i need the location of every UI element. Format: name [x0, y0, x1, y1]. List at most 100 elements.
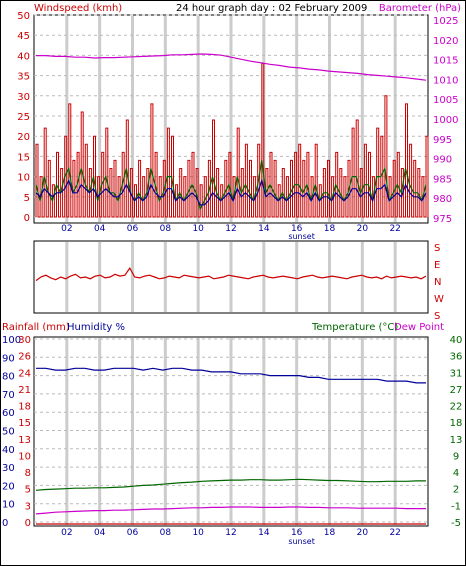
rain-axis-label: Rainfall (mm) [2, 322, 70, 333]
x-tick-label: 22 [389, 528, 400, 538]
x-tick-label: 20 [357, 528, 369, 538]
temp-tick: -5 [451, 518, 461, 529]
rain-tick: 3 [25, 501, 31, 512]
baro-ticks: 975 980 985 990 995 1000 1005 1010 1015 1020 1025 [433, 16, 458, 225]
rain-tick: 21 [18, 385, 31, 396]
baro-tick: 990 [433, 155, 452, 166]
x-tick-label: 14 [258, 528, 270, 538]
humidity-tick: 40 [2, 445, 15, 456]
temp-axis-label: Temperature (°C) [311, 322, 398, 333]
wind-axis-label: Windspeed (kmh) [34, 3, 122, 14]
baro-tick: 1000 [433, 115, 458, 126]
humidity-tick: 70 [2, 390, 15, 401]
baro-tick: 1025 [433, 16, 458, 27]
x-tick-label: 08 [160, 224, 172, 234]
wind-tick: 45 [17, 31, 30, 42]
climate-x-ticks: 02 04 06 08 10 12 14 16 18 20 22 sunset [61, 528, 401, 546]
baro-tick: 985 [433, 174, 452, 185]
direction-tick: S [434, 243, 440, 254]
dew-axis-label: Dew Point [394, 322, 444, 333]
x-tick-label: 14 [258, 224, 270, 234]
temperature-series-line [35, 478, 426, 491]
temp-tick: -1 [451, 501, 461, 512]
rain-tick: 26 [18, 352, 31, 363]
x-tick-label: 02 [61, 224, 72, 234]
wind-tick: 20 [17, 132, 30, 143]
gust-series [35, 63, 429, 218]
climate-series [35, 367, 426, 525]
x-tick-label: 16 [291, 528, 303, 538]
wind-tick: 30 [17, 92, 30, 103]
temp-tick: 4 [453, 468, 459, 479]
x-tick-label: 18 [324, 224, 336, 234]
baro-axis-label: Barometer (hPa) [379, 3, 461, 14]
avg-series-line [35, 178, 427, 206]
sunset-label: sunset [288, 537, 315, 546]
baro-tick: 980 [433, 194, 452, 205]
temp-tick: 9 [453, 451, 459, 462]
x-tick-label: 06 [127, 528, 139, 538]
humidity-axis-label: Humidity % [67, 322, 125, 333]
wind-tick: 35 [17, 72, 30, 83]
baro-tick: 1010 [433, 75, 458, 86]
rain-tick: 8 [25, 468, 31, 479]
wind-tick: 5 [24, 193, 30, 204]
wind-ticks: 0 5 10 15 20 25 30 35 40 45 50 [17, 11, 30, 224]
baro-series-line [36, 53, 427, 81]
sunset-label: sunset [288, 232, 315, 241]
direction-series [35, 266, 427, 282]
direction-tick: N [434, 277, 441, 288]
baro-tick: 1020 [433, 36, 458, 47]
rain-tick: 13 [18, 435, 31, 446]
wind-series [35, 53, 429, 218]
baro-tick: 975 [433, 214, 452, 225]
x-tick-label: 02 [61, 528, 72, 538]
temp-tick: 22 [450, 402, 463, 413]
rain-tick: 0 [25, 518, 31, 529]
x-tick-label: 04 [94, 224, 106, 234]
wind-tick: 10 [17, 173, 30, 184]
climate-left-ticks: 0 10 20 30 40 50 60 70 80 90 100 0 3 5 8 10 13 15 18 21 24 26… [2, 335, 31, 529]
x-tick-label: 18 [324, 528, 336, 538]
x-tick-label: 22 [389, 224, 400, 234]
temp-tick: 40 [450, 335, 463, 346]
wind-tick: 15 [17, 152, 30, 163]
chart-title: 24 hour graph day : 02 February 2009 [176, 3, 367, 14]
baro-tick: 1015 [433, 56, 458, 67]
humidity-tick: 80 [2, 372, 15, 383]
humidity-tick: 20 [2, 481, 15, 492]
x-tick-label: 20 [357, 224, 369, 234]
direction-series-line [35, 266, 427, 282]
direction-tick: E [434, 260, 440, 271]
direction-grid [65, 242, 397, 312]
humidity-tick: 50 [2, 427, 15, 438]
humidity-tick: 30 [2, 463, 15, 474]
humidity-tick: 90 [2, 353, 15, 364]
temp-tick: 18 [450, 418, 463, 429]
humidity-tick: 60 [2, 408, 15, 419]
rain-tick: 5 [25, 485, 31, 496]
temp-tick: 2 [453, 485, 459, 496]
temp-tick: 31 [450, 368, 463, 379]
temp-tick: 36 [450, 352, 463, 363]
humidity-series-line [36, 367, 426, 384]
x-tick-label: 06 [127, 224, 139, 234]
rain-tick: 18 [18, 402, 31, 413]
x-tick-label: 04 [94, 528, 106, 538]
wind-tick: 25 [17, 112, 30, 123]
direction-tick: S [434, 311, 440, 322]
wind-tick: 0 [24, 213, 30, 224]
baro-tick: 1005 [433, 95, 458, 106]
humidity-tick: 0 [2, 518, 8, 529]
rain-tick: 15 [18, 418, 31, 429]
temp-tick: 27 [450, 385, 463, 396]
climate-right-ticks: -5 -1 2 4 9 13 18 22 27 31 36 40 [450, 335, 463, 529]
dewpoint-series-line [35, 506, 426, 515]
x-tick-label: 12 [225, 224, 236, 234]
wind-series-line [35, 160, 427, 211]
x-tick-label: 10 [192, 224, 204, 234]
wind-tick: 40 [17, 51, 30, 62]
direction-tick: W [434, 294, 444, 305]
rain-tick: 10 [18, 451, 31, 462]
